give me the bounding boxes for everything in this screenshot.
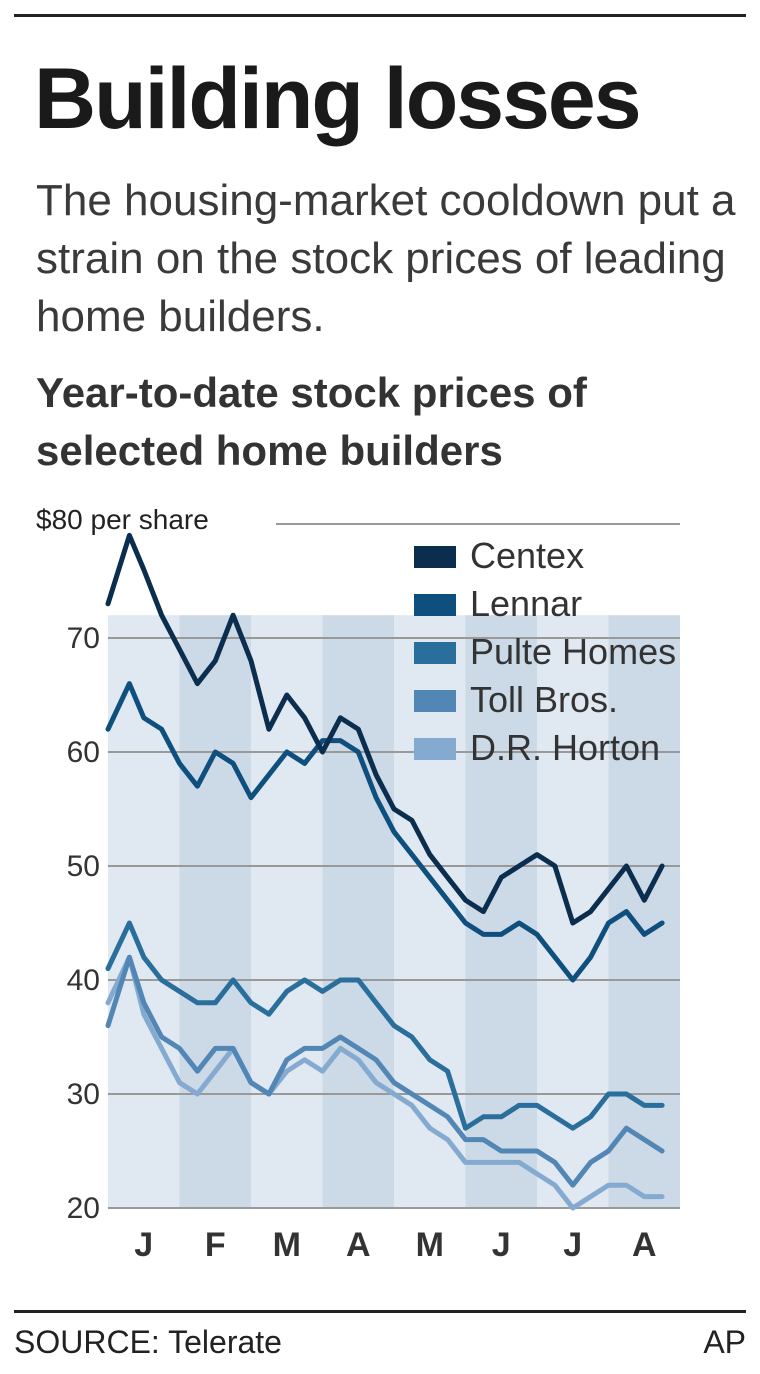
- month-band: [465, 615, 537, 1208]
- month-band: [608, 615, 680, 1208]
- x-tick-label: J: [134, 1226, 153, 1264]
- x-tick-label: A: [632, 1226, 657, 1264]
- legend-label: Pulte Homes: [470, 631, 676, 672]
- credit: AP: [703, 1324, 746, 1360]
- line-chart: 20 30 40 50 60 70 J F M A M J J A Centex Lennar Pulte …: [36, 504, 680, 1264]
- series-line-centex: [105, 532, 665, 926]
- top-rule: [14, 14, 746, 17]
- source-note: SOURCE: Telerate: [14, 1324, 282, 1360]
- gridlines: [108, 523, 680, 1209]
- x-tick-label: J: [563, 1226, 582, 1264]
- legend-swatch: [414, 738, 456, 760]
- series-line-pulte-homes: [105, 920, 665, 1131]
- month-band: [322, 615, 394, 1208]
- legend-label: Lennar: [470, 583, 582, 624]
- y-tick-labels: 20 30 40 50 60 70: [67, 622, 100, 1225]
- legend-swatch: [414, 594, 456, 616]
- headline: Building losses: [34, 51, 642, 147]
- legend-label: D.R. Horton: [470, 727, 660, 768]
- subtitle: The housing-market cooldown put a strain…: [36, 176, 736, 341]
- month-band: [179, 615, 251, 1208]
- series-line-toll-bros: [105, 954, 665, 1188]
- y-tick-label: 30: [67, 1078, 100, 1111]
- x-tick-label: F: [205, 1226, 226, 1264]
- x-tick-label: M: [273, 1226, 301, 1264]
- series-lines: [105, 532, 665, 1211]
- month-bands: [108, 615, 680, 1208]
- legend-swatch: [414, 546, 456, 568]
- x-tick-label: A: [346, 1226, 371, 1264]
- legend-swatch: [414, 642, 456, 664]
- legend-label: Centex: [470, 535, 584, 576]
- y-axis-label: $80 per share: [36, 504, 209, 535]
- y-tick-label: 50: [67, 850, 100, 883]
- bottom-rule: [14, 1310, 746, 1313]
- legend: Centex Lennar Pulte Homes Toll Bros. D.R. Ho…: [414, 535, 676, 768]
- series-line-d-r-horton: [105, 954, 665, 1211]
- chart-title: Year-to-date stock prices of selected ho…: [36, 369, 587, 474]
- legend-swatch: [414, 690, 456, 712]
- x-tick-label: J: [492, 1226, 511, 1264]
- y-tick-label: 40: [67, 964, 100, 997]
- x-tick-label: M: [416, 1226, 444, 1264]
- legend-label: Toll Bros.: [470, 679, 618, 720]
- y-tick-label: 60: [67, 736, 100, 769]
- series-line-lennar: [105, 681, 665, 983]
- y-tick-label: 70: [67, 622, 100, 655]
- y-tick-label: 20: [67, 1192, 100, 1225]
